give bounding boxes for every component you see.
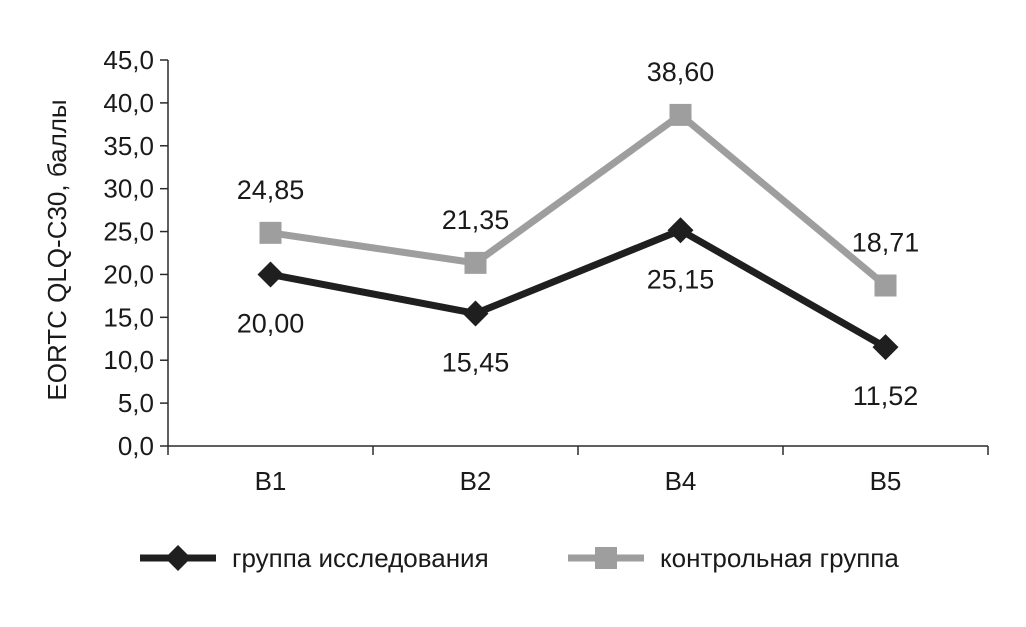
y-tick-label: 25,0	[103, 217, 154, 247]
y-tick-label: 5,0	[118, 388, 154, 418]
data-point-marker	[667, 217, 694, 244]
y-tick-label: 0,0	[118, 431, 154, 461]
data-labels: 24,85 21,35 38,60 18,71 20,00 15,45 25,15 11,52	[237, 57, 920, 411]
y-tick-label: 10,0	[103, 345, 154, 375]
y-tick-label: 20,0	[103, 259, 154, 289]
legend-marker	[595, 547, 617, 569]
data-point-marker	[872, 334, 899, 361]
legend: группа исследования контрольная группа	[140, 543, 899, 573]
data-label: 25,15	[647, 264, 715, 294]
data-label: 21,35	[442, 205, 510, 235]
data-point-marker	[257, 261, 284, 288]
data-point-marker	[462, 300, 489, 327]
data-label: 18,71	[852, 228, 920, 258]
data-label: 24,85	[237, 175, 305, 205]
y-tick-label: 35,0	[103, 131, 154, 161]
x-tick-label: B5	[870, 466, 902, 496]
data-label: 38,60	[647, 57, 715, 87]
legend-label: группа исследования	[232, 543, 489, 573]
x-tick-label: B1	[255, 466, 287, 496]
series-lines	[269, 111, 888, 351]
data-label: 11,52	[853, 381, 919, 411]
y-tick-label: 45,0	[103, 45, 154, 75]
series-line-1	[269, 111, 888, 289]
y-tick-label: 40,0	[103, 88, 154, 118]
y-axis-title: EORTC QLQ-C30, баллы	[42, 99, 72, 400]
x-tick-label: B4	[665, 466, 697, 496]
y-tick-label: 30,0	[103, 174, 154, 204]
series-line-0	[269, 226, 888, 351]
y-ticks: 0,0 5,0 10,0 15,0 20,0 25,0 30,0 35,0 40,0 45,0	[103, 45, 168, 461]
data-point-marker	[259, 221, 282, 244]
series-markers	[257, 103, 899, 361]
legend-marker	[165, 545, 191, 571]
x-ticks: B1 B2 B4 B5	[167, 446, 989, 496]
legend-item: контрольная группа	[568, 543, 899, 573]
data-point-marker	[874, 274, 897, 297]
legend-label: контрольная группа	[660, 543, 899, 573]
data-label: 20,00	[237, 308, 305, 338]
data-label: 15,45	[442, 347, 510, 377]
x-tick-label: B2	[460, 466, 492, 496]
y-tick-label: 15,0	[103, 302, 154, 332]
data-point-marker	[464, 251, 487, 274]
data-point-marker	[669, 103, 692, 126]
legend-item: группа исследования	[140, 543, 489, 573]
